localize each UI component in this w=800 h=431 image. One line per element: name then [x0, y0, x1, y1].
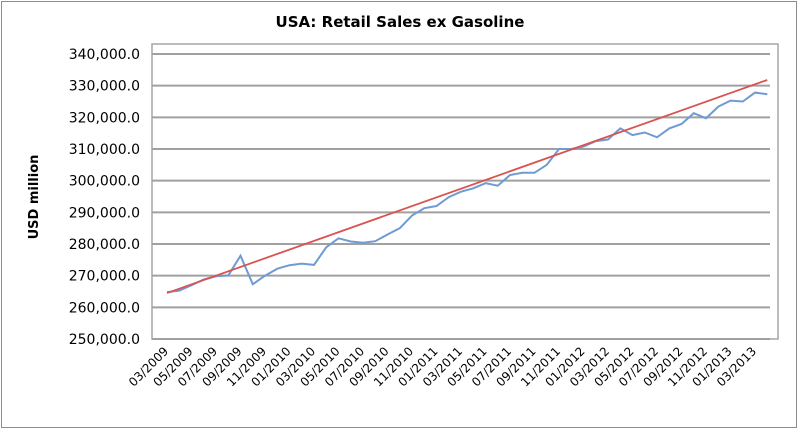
y-tick-label: 280,000.0: [69, 237, 140, 253]
y-tick-label: 320,000.0: [69, 110, 140, 126]
y-tick-label: 310,000.0: [69, 142, 140, 158]
trend-line: [166, 79, 768, 294]
y-axis-label: USD million: [27, 155, 42, 240]
series-line-retail-sales: [166, 91, 768, 294]
y-tick-label: 340,000.0: [69, 47, 140, 63]
y-tick-label: 290,000.0: [69, 205, 140, 221]
y-tick-label: 300,000.0: [69, 174, 140, 190]
y-tick-label: 260,000.0: [69, 300, 140, 316]
y-tick-label: 330,000.0: [69, 79, 140, 95]
y-tick-label: 250,000.0: [69, 332, 140, 348]
chart-title: USA: Retail Sales ex Gasoline: [276, 13, 525, 31]
y-tick-label: 270,000.0: [69, 269, 140, 285]
